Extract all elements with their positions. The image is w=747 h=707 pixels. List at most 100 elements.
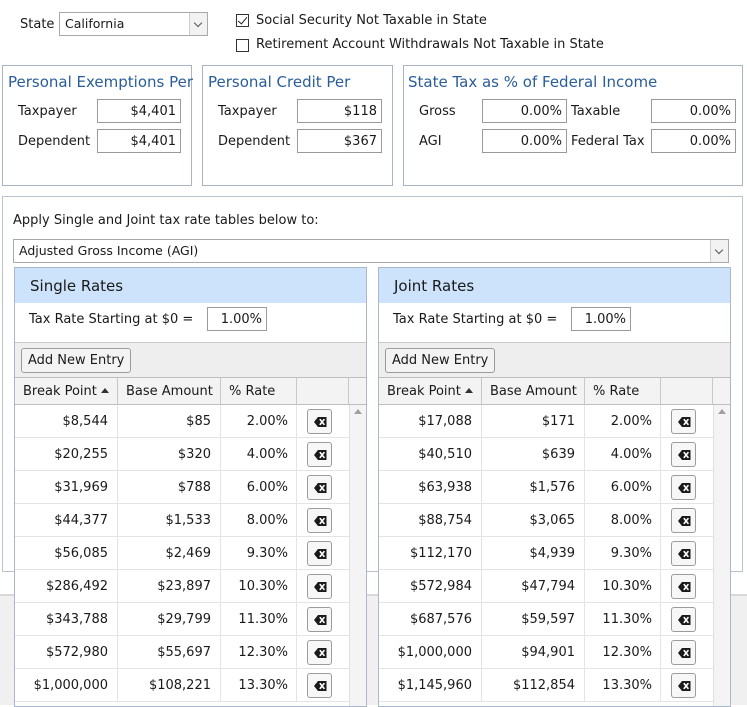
rate-cell[interactable]: 9.30%: [221, 537, 297, 570]
apply-select[interactable]: Adjusted Gross Income (AGI): [13, 239, 729, 263]
base-amount-cell[interactable]: $320: [118, 438, 221, 471]
single-add-entry-button[interactable]: Add New Entry: [21, 348, 132, 373]
table-row[interactable]: $112,170 $4,939 9.30%: [379, 537, 713, 570]
base-amount-cell[interactable]: $29,799: [118, 603, 221, 636]
table-row[interactable]: $31,969 $788 6.00%: [15, 471, 349, 504]
base-amount-cell[interactable]: $59,597: [482, 603, 585, 636]
table-row[interactable]: $343,788 $29,799 11.30%: [15, 603, 349, 636]
rate-cell[interactable]: 4.00%: [585, 438, 661, 471]
federal-tax-input[interactable]: 0.00%: [651, 129, 736, 153]
base-amount-cell[interactable]: $47,794: [482, 570, 585, 603]
single-col-break-point[interactable]: Break Point: [15, 378, 118, 405]
base-amount-cell[interactable]: $108,221: [118, 669, 221, 702]
base-amount-cell[interactable]: $112,854: [482, 669, 585, 702]
break-point-cell[interactable]: $1,000,000: [15, 669, 118, 702]
joint-vertical-scrollbar[interactable]: [713, 405, 730, 706]
delete-row-button[interactable]: [307, 574, 332, 599]
single-col-base-amount[interactable]: Base Amount: [118, 378, 221, 405]
chevron-down-icon[interactable]: [189, 13, 207, 35]
joint-col-break-point[interactable]: Break Point: [379, 378, 482, 405]
scroll-up-arrow-icon[interactable]: [354, 409, 362, 414]
delete-row-button[interactable]: [671, 409, 696, 434]
base-amount-cell[interactable]: $94,901: [482, 636, 585, 669]
base-amount-cell[interactable]: $639: [482, 438, 585, 471]
base-amount-cell[interactable]: $1,533: [118, 504, 221, 537]
break-point-cell[interactable]: $17,088: [379, 405, 482, 438]
delete-row-button[interactable]: [671, 607, 696, 632]
delete-row-button[interactable]: [307, 508, 332, 533]
base-amount-cell[interactable]: $23,897: [118, 570, 221, 603]
rate-cell[interactable]: 8.00%: [221, 504, 297, 537]
delete-row-button[interactable]: [307, 442, 332, 467]
delete-row-button[interactable]: [671, 541, 696, 566]
exemptions-dependent-input[interactable]: $4,401: [97, 129, 181, 153]
rate-cell[interactable]: 4.00%: [221, 438, 297, 471]
rate-cell[interactable]: 13.30%: [585, 669, 661, 702]
table-row[interactable]: $56,085 $2,469 9.30%: [15, 537, 349, 570]
joint-col-rate[interactable]: % Rate: [585, 378, 661, 405]
delete-row-button[interactable]: [671, 475, 696, 500]
delete-row-button[interactable]: [671, 673, 696, 698]
delete-row-button[interactable]: [307, 409, 332, 434]
rate-cell[interactable]: 6.00%: [585, 471, 661, 504]
break-point-cell[interactable]: $112,170: [379, 537, 482, 570]
table-row[interactable]: $8,544 $85 2.00%: [15, 405, 349, 438]
break-point-cell[interactable]: $20,255: [15, 438, 118, 471]
table-row[interactable]: $1,145,960 $112,854 13.30%: [379, 669, 713, 702]
base-amount-cell[interactable]: $1,576: [482, 471, 585, 504]
single-col-rate[interactable]: % Rate: [221, 378, 297, 405]
break-point-cell[interactable]: $44,377: [15, 504, 118, 537]
table-row[interactable]: $88,754 $3,065 8.00%: [379, 504, 713, 537]
delete-row-button[interactable]: [307, 541, 332, 566]
break-point-cell[interactable]: $56,085: [15, 537, 118, 570]
table-row[interactable]: $44,377 $1,533 8.00%: [15, 504, 349, 537]
delete-row-button[interactable]: [671, 442, 696, 467]
scroll-up-arrow-icon[interactable]: [718, 409, 726, 414]
chevron-down-icon[interactable]: [710, 240, 728, 262]
table-row[interactable]: $40,510 $639 4.00%: [379, 438, 713, 471]
break-point-cell[interactable]: $343,788: [15, 603, 118, 636]
base-amount-cell[interactable]: $788: [118, 471, 221, 504]
rate-cell[interactable]: 10.30%: [585, 570, 661, 603]
joint-add-entry-button[interactable]: Add New Entry: [385, 348, 496, 373]
delete-row-button[interactable]: [307, 475, 332, 500]
break-point-cell[interactable]: $572,984: [379, 570, 482, 603]
break-point-cell[interactable]: $63,938: [379, 471, 482, 504]
break-point-cell[interactable]: $88,754: [379, 504, 482, 537]
taxable-input[interactable]: 0.00%: [651, 99, 736, 123]
rate-cell[interactable]: 2.00%: [585, 405, 661, 438]
break-point-cell[interactable]: $1,000,000: [379, 636, 482, 669]
break-point-cell[interactable]: $687,576: [379, 603, 482, 636]
table-row[interactable]: $687,576 $59,597 11.30%: [379, 603, 713, 636]
table-row[interactable]: $572,980 $55,697 12.30%: [15, 636, 349, 669]
table-row[interactable]: $286,492 $23,897 10.30%: [15, 570, 349, 603]
base-amount-cell[interactable]: $55,697: [118, 636, 221, 669]
table-row[interactable]: $1,000,000 $108,221 13.30%: [15, 669, 349, 702]
delete-row-button[interactable]: [307, 640, 332, 665]
ss-not-taxable-checkbox[interactable]: [236, 14, 249, 27]
rate-cell[interactable]: 2.00%: [221, 405, 297, 438]
table-row[interactable]: $17,088 $171 2.00%: [379, 405, 713, 438]
single-vertical-scrollbar[interactable]: [349, 405, 366, 706]
break-point-cell[interactable]: $40,510: [379, 438, 482, 471]
single-start-input[interactable]: 1.00%: [207, 307, 267, 331]
base-amount-cell[interactable]: $2,469: [118, 537, 221, 570]
break-point-cell[interactable]: $286,492: [15, 570, 118, 603]
rate-cell[interactable]: 12.30%: [585, 636, 661, 669]
base-amount-cell[interactable]: $171: [482, 405, 585, 438]
break-point-cell[interactable]: $1,145,960: [379, 669, 482, 702]
delete-row-button[interactable]: [671, 508, 696, 533]
delete-row-button[interactable]: [671, 574, 696, 599]
rate-cell[interactable]: 12.30%: [221, 636, 297, 669]
exemptions-taxpayer-input[interactable]: $4,401: [97, 99, 181, 123]
rate-cell[interactable]: 13.30%: [221, 669, 297, 702]
base-amount-cell[interactable]: $4,939: [482, 537, 585, 570]
retirement-not-taxable-checkbox[interactable]: [236, 39, 249, 52]
rate-cell[interactable]: 11.30%: [585, 603, 661, 636]
credit-taxpayer-input[interactable]: $118: [297, 99, 382, 123]
rate-cell[interactable]: 11.30%: [221, 603, 297, 636]
base-amount-cell[interactable]: $85: [118, 405, 221, 438]
credit-dependent-input[interactable]: $367: [297, 129, 382, 153]
agi-input[interactable]: 0.00%: [482, 129, 567, 153]
rate-cell[interactable]: 10.30%: [221, 570, 297, 603]
